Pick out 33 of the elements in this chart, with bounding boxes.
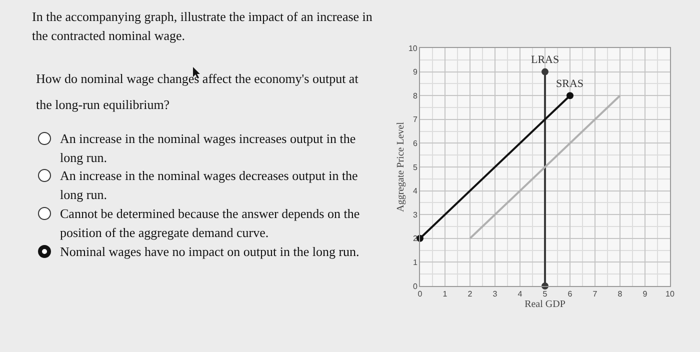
x-tick-label: 1 [442,290,448,299]
text: Cannot be determined because the answer depends on the position of the aggregate demand curve. [60,206,360,240]
series-label: LRAS [531,54,560,66]
point [566,92,574,100]
y-tick-label: 0 [412,282,418,291]
x-tick-label: 3 [492,290,498,299]
x-tick-label: 8 [618,290,623,299]
x-tick-label: 9 [642,290,648,299]
x-tick-label: 4 [518,290,523,299]
y-axis-title: Aggregate Price Level [395,122,406,212]
y-tick-label: 1 [412,258,418,267]
y-tick-label: 2 [412,234,418,244]
y-tick-label: 6 [412,139,418,148]
text: An increase in the nominal wages decreases output in the long run. [60,168,358,202]
text: An increase in the nominal wages increases output in the long run. [60,130,356,165]
series-label: SRAS [556,78,584,90]
y-tick-label: 10 [408,44,418,53]
y-tick-label: 8 [412,91,418,100]
y-tick-label: 5 [412,162,418,172]
x-tick-label: 2 [468,290,473,299]
y-tick-label: 3 [412,210,418,220]
x-tick-label: 5 [542,290,548,299]
text: Nominal wages have no impact on output in the long run. [60,244,360,259]
y-tick-label: 7 [412,115,418,124]
x-tick-label: 6 [568,290,573,299]
x-tick-label: 7 [592,290,598,299]
y-tick-label: 4 [412,186,418,196]
text: How do nominal wage changes affect the economy's output at the long-run equilibrium? [36,70,360,114]
x-axis-title: Real GDP [524,299,566,310]
text: In the accompanying graph, illustrate the impact of an increase in the contracted nominal wage. [32,8,374,45]
x-tick-label: 10 [666,290,675,299]
y-tick-label: 9 [412,68,418,77]
point [542,68,548,76]
